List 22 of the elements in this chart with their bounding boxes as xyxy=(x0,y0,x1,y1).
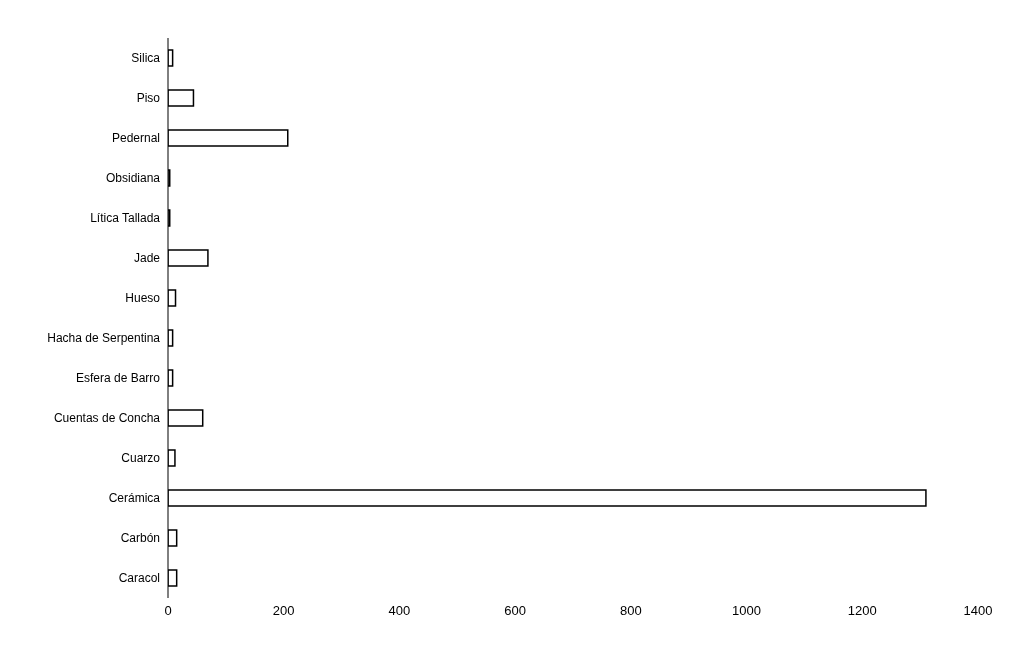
y-tick-label: Hueso xyxy=(125,291,161,306)
y-tick-label: Piso xyxy=(136,91,161,106)
x-tick-label: 1400 xyxy=(963,603,993,619)
x-tick-label: 800 xyxy=(620,603,642,619)
y-tick-label: Cerámica xyxy=(108,491,161,506)
x-tick-label: 600 xyxy=(504,603,526,619)
y-tick-label: Hacha de Serpentina xyxy=(47,331,161,346)
y-tick-label: Pedernal xyxy=(111,131,160,146)
x-tick-label: 0 xyxy=(164,603,172,619)
x-tick-label: 200 xyxy=(272,603,295,619)
y-tick-label: Lítica Tallada xyxy=(90,211,161,226)
y-tick-label: Obsidiana xyxy=(105,171,161,186)
x-tick-label: 1000 xyxy=(732,603,762,619)
y-tick-label: Jade xyxy=(133,251,161,266)
y-tick-label: Silica xyxy=(131,51,161,66)
y-tick-label: Caracol xyxy=(118,571,160,586)
x-tick-label: 400 xyxy=(388,603,411,619)
x-tick-label: 1200 xyxy=(847,603,877,619)
y-tick-label: Cuarzo xyxy=(121,451,161,466)
y-tick-label: Cuentas de Concha xyxy=(53,411,161,426)
y-tick-label: Esfera de Barro xyxy=(75,371,161,386)
y-tick-label: Carbón xyxy=(120,531,160,546)
